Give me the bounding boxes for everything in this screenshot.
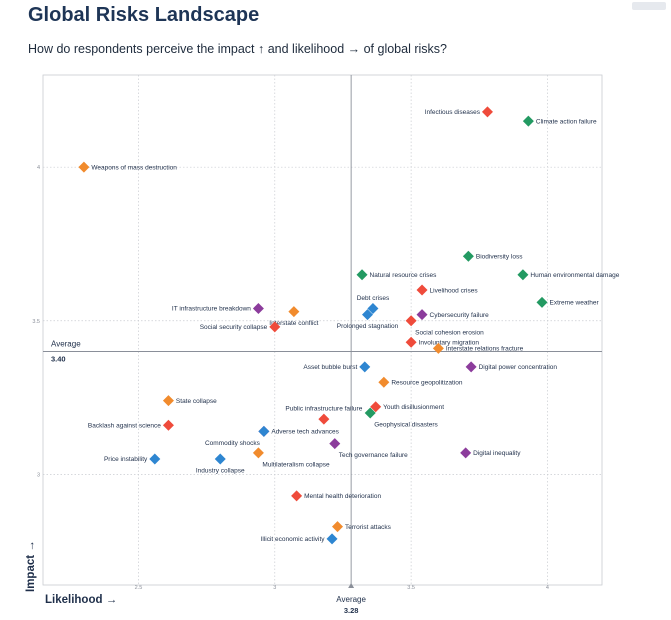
risk-marker	[162, 419, 174, 431]
risk-marker	[331, 521, 343, 533]
x-average-title: Average	[336, 595, 366, 604]
risk-label: Livelihood crises	[430, 287, 479, 294]
risk-label: Resource geopolitization	[391, 379, 463, 386]
risk-label: Digital inequality	[473, 450, 521, 457]
risk-marker	[481, 106, 493, 118]
x-average-marker	[348, 583, 355, 588]
risk-label: Youth disillusionment	[383, 404, 444, 411]
risk-marker	[416, 309, 428, 321]
risk-label: Price instability	[104, 456, 148, 463]
risk-label: Human environmental damage	[530, 272, 619, 279]
y-tick-label: 4	[37, 165, 40, 171]
risk-marker	[288, 306, 300, 318]
risk-marker	[416, 284, 428, 296]
risk-label: Public infrastructure failure	[285, 406, 362, 413]
risk-marker	[378, 376, 390, 388]
risk-label: Geophysical disasters	[374, 421, 438, 428]
risk-label: Commodity shocks	[205, 440, 261, 447]
risk-marker	[149, 453, 161, 465]
risk-label: Extreme weather	[550, 300, 600, 307]
risk-label: Debt crises	[357, 295, 390, 302]
risk-label: Digital power concentration	[479, 364, 558, 371]
risk-marker	[252, 302, 264, 314]
y-average-value: 3.40	[51, 355, 66, 364]
header-decoration	[632, 2, 666, 10]
risk-label: Natural resource crises	[370, 272, 438, 279]
risk-marker	[460, 447, 472, 459]
risk-label: Interstate relations fracture	[446, 346, 524, 353]
risk-label: Interstate conflict	[269, 320, 318, 327]
risk-label: Involuntary migration	[419, 339, 480, 346]
risk-label: Mental health deterioration	[304, 493, 381, 500]
risk-marker	[364, 407, 376, 419]
risk-marker	[465, 361, 477, 373]
risk-label: Tech governance failure	[339, 452, 408, 459]
risk-label: Climate action failure	[536, 118, 597, 125]
risk-marker	[291, 490, 303, 502]
risk-label: Infectious diseases	[425, 109, 481, 116]
risk-marker	[214, 453, 226, 465]
risk-marker	[462, 250, 474, 262]
risk-label: Terrorist attacks	[345, 524, 392, 531]
risk-marker	[258, 425, 270, 437]
page-title: Global Risks Landscape	[28, 4, 260, 26]
x-tick-label: 3.5	[407, 585, 415, 591]
risk-label: Illicit economic activity	[261, 536, 326, 543]
chart-subtitle: How do respondents perceive the impact ↑…	[28, 42, 447, 56]
x-tick-label: 4	[546, 585, 549, 591]
risk-marker	[405, 315, 417, 327]
y-axis-title: Impact →	[25, 540, 37, 592]
y-tick-label: 3.5	[32, 319, 40, 325]
risk-marker	[522, 115, 534, 127]
risk-marker	[536, 296, 548, 308]
risk-label: Backlash against science	[88, 422, 161, 429]
risk-marker	[329, 438, 341, 450]
risk-label: IT infrastructure breakdown	[172, 306, 251, 313]
risk-marker	[361, 309, 373, 321]
risk-marker	[162, 395, 174, 407]
risk-marker	[517, 269, 529, 281]
x-tick-label: 2.5	[135, 585, 143, 591]
risk-marker	[432, 342, 444, 354]
y-average-title: Average	[51, 340, 81, 349]
risk-label: State collapse	[176, 398, 217, 405]
risk-label: Social security collapse	[200, 324, 268, 331]
risk-marker	[370, 401, 382, 413]
risk-label: Weapons of mass destruction	[91, 164, 177, 171]
risk-label: Industry collapse	[196, 468, 245, 475]
risk-marker	[367, 302, 379, 314]
y-tick-label: 3	[37, 472, 40, 478]
risk-marker	[269, 321, 281, 333]
risk-label: Biodiversity loss	[476, 253, 523, 260]
risk-label: Multilateralism collapse	[262, 461, 330, 468]
risk-marker	[326, 533, 338, 545]
risk-marker	[318, 413, 330, 425]
x-axis-title: Likelihood →	[45, 594, 118, 606]
risk-label: Asset bubble burst	[303, 364, 357, 371]
risk-marker	[359, 361, 371, 373]
x-tick-label: 3	[273, 585, 276, 591]
risk-label: Prolonged stagnation	[337, 323, 399, 330]
risk-marker	[252, 447, 264, 459]
risk-label: Cybersecurity failure	[430, 312, 490, 319]
risk-label: Adverse tech advances	[271, 429, 339, 436]
risk-marker	[356, 269, 368, 281]
risk-label: Social cohesion erosion	[415, 329, 484, 336]
x-average-value: 3.28	[344, 606, 359, 615]
plot-frame	[42, 74, 603, 586]
risk-marker	[78, 161, 90, 173]
risk-marker	[405, 336, 417, 348]
